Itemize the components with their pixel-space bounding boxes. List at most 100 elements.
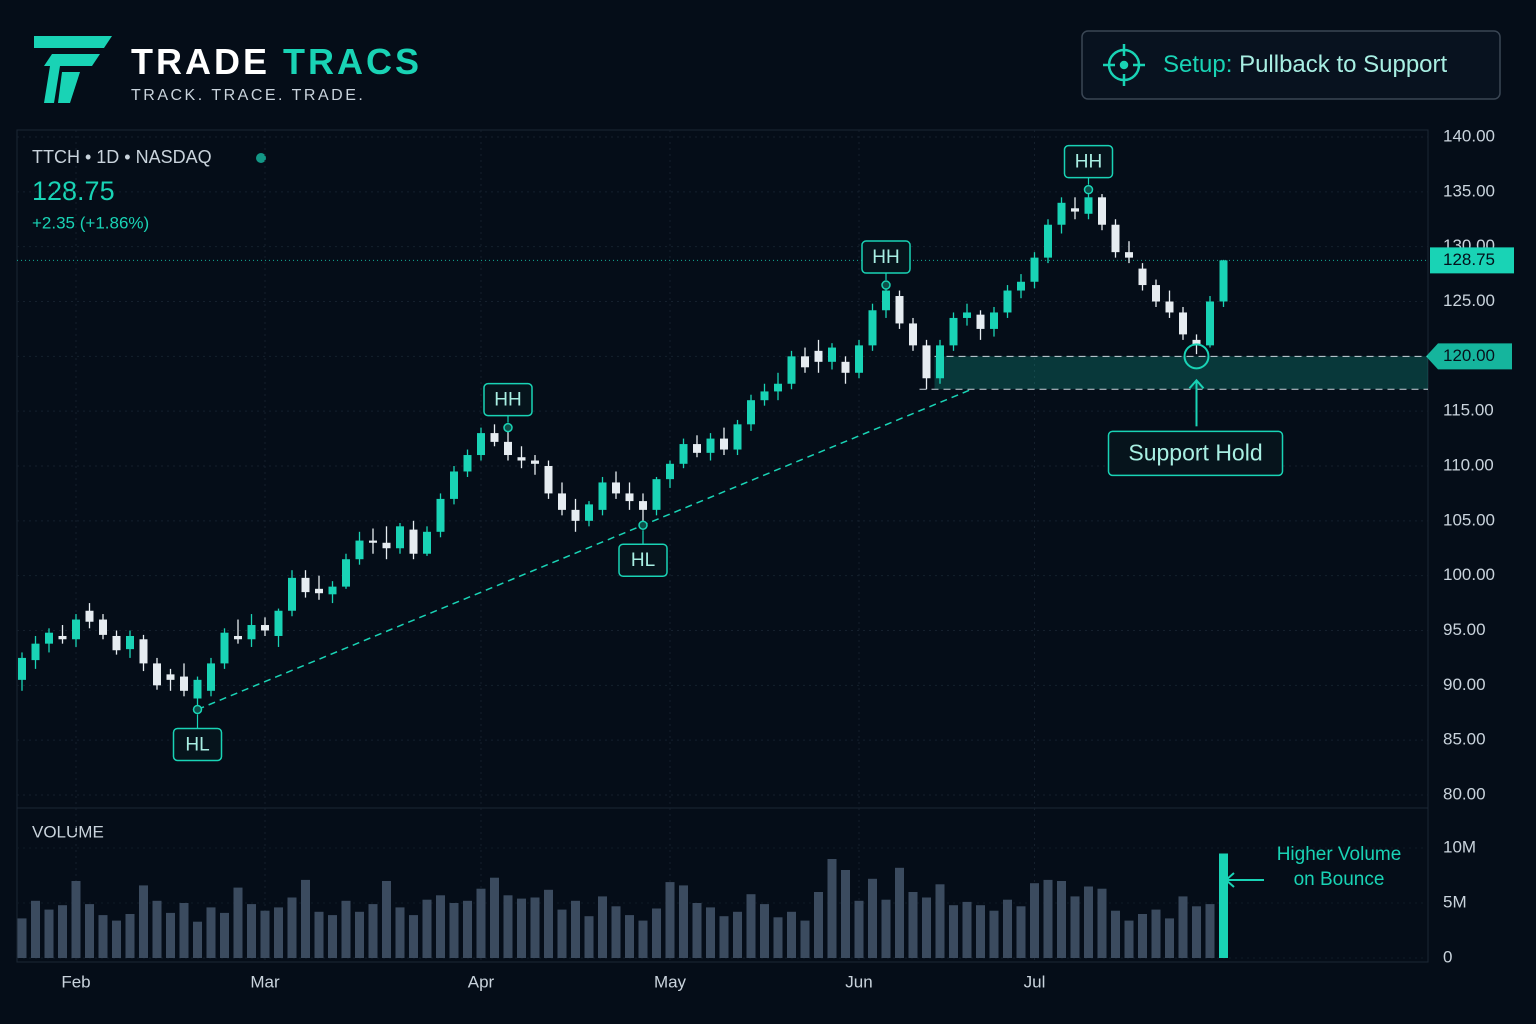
- y-tick-label: 115.00: [1443, 401, 1494, 420]
- candle-body: [355, 540, 364, 560]
- candle-body: [1206, 301, 1214, 346]
- candle-body: [585, 504, 593, 521]
- candle-body: [220, 632, 229, 664]
- swing-marker: [192, 704, 203, 715]
- candle-body: [531, 460, 539, 464]
- volume-bar: [827, 859, 837, 958]
- volume-bar: [125, 914, 135, 958]
- swing-label: HH: [1075, 152, 1102, 173]
- candle-body: [747, 400, 755, 425]
- candle-body: [261, 625, 269, 631]
- candle-body: [369, 540, 377, 543]
- volume-bar: [989, 910, 999, 958]
- swing-label-box: [618, 543, 668, 577]
- volume-bar: [841, 870, 850, 958]
- candle-body: [936, 345, 944, 379]
- volume-bar: [139, 885, 148, 958]
- candle-body: [733, 424, 742, 450]
- volume-bar: [409, 915, 418, 958]
- volume-bar: [625, 915, 634, 958]
- volume-bar: [962, 901, 972, 958]
- volume-bar: [530, 897, 540, 958]
- volume-bar: [314, 911, 324, 958]
- volume-bar: [557, 909, 567, 958]
- candle-body: [787, 356, 796, 384]
- live-dot: [256, 153, 266, 163]
- candle-body: [693, 444, 701, 453]
- symbol: TTCH • 1D • NASDAQ: [32, 147, 212, 167]
- volume-bar: [598, 896, 607, 958]
- candle-body: [85, 610, 94, 622]
- x-tick-label: Apr: [468, 972, 495, 991]
- volume-bar: [935, 884, 945, 958]
- swing-marker: [881, 280, 891, 290]
- crosshair-icon: [1103, 44, 1145, 86]
- volume-tick-label: 10M: [1443, 837, 1476, 856]
- support-zone: [934, 356, 1428, 390]
- candle-body: [1125, 252, 1133, 258]
- candle-body: [301, 577, 310, 593]
- support-hold-marker: [1183, 343, 1210, 370]
- swing-marker: [503, 422, 513, 433]
- candle-body: [1003, 290, 1012, 313]
- candle-body: [855, 345, 863, 373]
- candle-body: [1111, 224, 1120, 253]
- candle-body: [328, 586, 337, 595]
- volume-bar: [503, 895, 513, 958]
- candle-body: [247, 625, 256, 640]
- candle-body: [1192, 339, 1201, 346]
- candle-body: [72, 619, 80, 640]
- candle-body: [58, 635, 67, 640]
- volume-bar: [274, 907, 283, 958]
- logo-icon: [34, 36, 112, 103]
- swing-label-box: [1063, 144, 1114, 179]
- volume-bar: [908, 892, 918, 958]
- candle-body: [477, 433, 485, 456]
- candle-body: [166, 674, 175, 680]
- support-hold-label: Support Hold: [1128, 439, 1262, 465]
- candle-body: [1057, 202, 1066, 225]
- volume-bar: [1016, 906, 1026, 958]
- candle-body: [490, 433, 499, 442]
- brand: TRADE TRACS: [131, 41, 422, 82]
- volume-arrow-head: [1224, 872, 1235, 888]
- candle-body: [1084, 197, 1093, 214]
- volume-bar: [1138, 914, 1147, 958]
- candle-body: [45, 632, 53, 644]
- price-change: +2.35 (+1.86%): [32, 213, 149, 232]
- volume-bar: [436, 895, 445, 958]
- volume-bar: [355, 911, 364, 958]
- candle-body: [625, 493, 634, 502]
- volume-bar: [652, 908, 661, 958]
- candle-body: [598, 482, 607, 510]
- volume-bar: [1057, 881, 1066, 958]
- candle-body: [396, 526, 404, 549]
- candle-body: [139, 639, 148, 664]
- chart-frame: [16, 129, 1429, 963]
- swing-label: HL: [631, 550, 655, 571]
- candle-body: [558, 493, 566, 510]
- volume-bar: [814, 892, 823, 958]
- volume-bar: [611, 906, 621, 958]
- candle-body: [922, 345, 931, 379]
- candle-body: [949, 317, 958, 346]
- volume-bar: [854, 900, 864, 958]
- candle-body: [1152, 285, 1160, 302]
- x-tick-label: Jun: [845, 972, 872, 991]
- volume-bar: [85, 904, 94, 958]
- candle-body: [18, 657, 26, 680]
- volume-bar: [382, 881, 391, 958]
- volume-bar: [895, 867, 904, 958]
- volume-bar: [328, 915, 337, 958]
- volume-bar: [395, 907, 405, 958]
- volume-bar: [679, 885, 688, 958]
- volume-bar: [571, 900, 580, 958]
- volume-bar: [922, 897, 931, 958]
- brand-right: TRACS: [283, 41, 422, 82]
- volume-bar: [1070, 896, 1080, 958]
- candle-body: [612, 482, 620, 494]
- volume-bar: [233, 887, 243, 958]
- volume-bar: [206, 907, 216, 958]
- x-tick-label: Jul: [1024, 972, 1046, 991]
